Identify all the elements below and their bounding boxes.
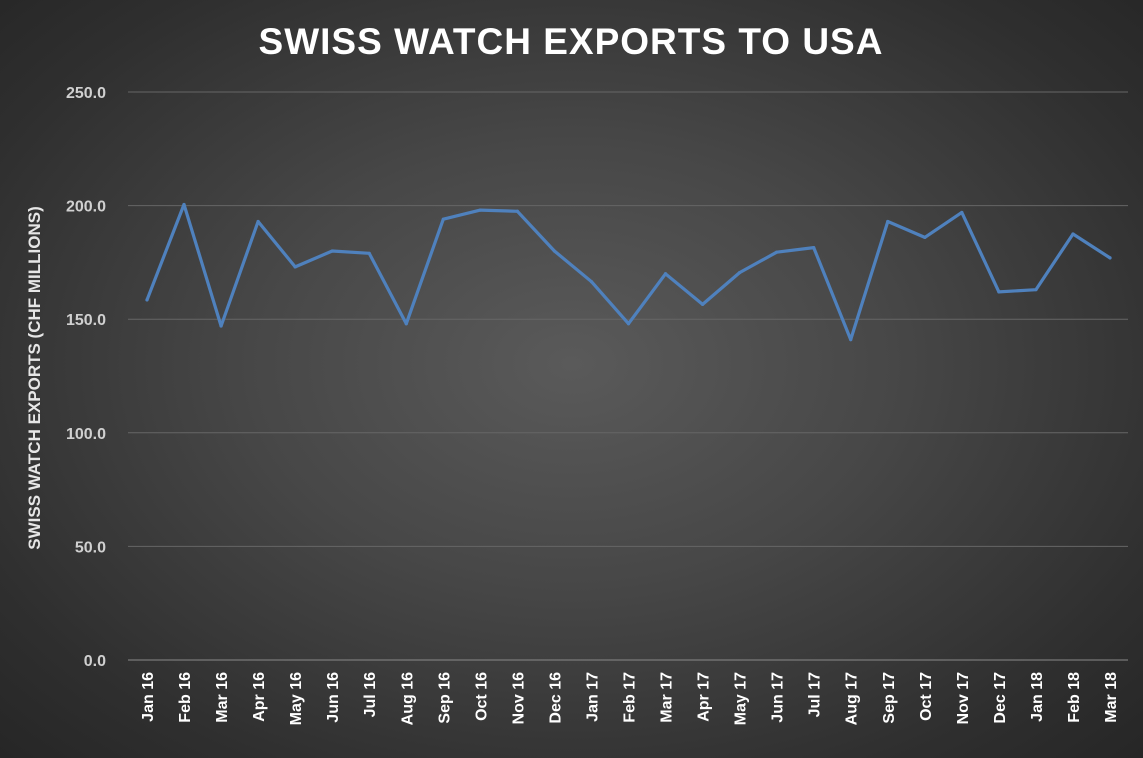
y-tick-label: 250.0	[66, 85, 106, 102]
x-tick-label: May 17	[733, 672, 750, 725]
data-point	[404, 322, 408, 326]
data-point	[478, 208, 482, 212]
series-layer	[145, 202, 1112, 342]
x-tick-label: Mar 16	[214, 672, 231, 723]
y-axis-label: SWISS WATCH EXPORTS (CHF MILLIONS)	[25, 206, 44, 549]
data-point	[812, 246, 816, 250]
x-tick-label: Oct 17	[918, 672, 935, 721]
data-point	[589, 280, 594, 284]
data-point	[1071, 232, 1075, 236]
data-point	[960, 210, 964, 215]
data-point	[775, 250, 779, 254]
x-tick-label: Aug 16	[399, 672, 416, 725]
data-point	[886, 219, 890, 224]
x-tick-label: Mar 18	[1103, 672, 1120, 723]
data-point	[626, 322, 631, 326]
data-point	[552, 249, 557, 253]
x-tick-label: Nov 17	[955, 672, 972, 725]
x-tick-label: Feb 17	[622, 672, 639, 723]
x-tick-label: Apr 16	[251, 672, 268, 722]
x-axis-ticks: Jan 16 Feb 16 Mar 16 Apr 16 May 16 Jun 16 Jul …	[140, 672, 1120, 725]
data-point	[700, 302, 705, 307]
y-axis-ticks: 0.0 50.0 100.0 150.0 200.0 250.0	[66, 85, 106, 670]
x-tick-label: Sep 17	[881, 672, 898, 724]
data-point	[330, 249, 334, 253]
data-point	[997, 290, 1001, 294]
x-tick-label: Aug 17	[844, 672, 861, 725]
data-point	[849, 338, 853, 342]
x-tick-label: Jul 17	[807, 672, 824, 717]
x-tick-label: Mar 17	[659, 672, 676, 723]
data-point	[145, 298, 149, 302]
x-tick-label: Jan 17	[584, 672, 601, 722]
y-tick-label: 50.0	[75, 539, 106, 556]
x-tick-label: Apr 17	[696, 672, 713, 722]
chart-title: SWISS WATCH EXPORTS TO USA	[259, 21, 884, 62]
x-tick-label: Oct 16	[473, 672, 490, 721]
y-tick-label: 200.0	[66, 199, 106, 216]
x-tick-label: Dec 16	[547, 672, 564, 724]
data-point	[293, 265, 297, 269]
data-point	[738, 271, 742, 275]
gridlines	[128, 91, 1128, 661]
x-tick-label: Jun 16	[325, 672, 342, 723]
x-tick-label: Jan 16	[140, 672, 157, 722]
x-tick-label: Jan 18	[1029, 672, 1046, 722]
data-point	[441, 217, 445, 221]
data-point	[182, 202, 186, 207]
x-tick-label: Jun 17	[770, 672, 787, 723]
data-point	[1034, 288, 1038, 292]
y-tick-label: 150.0	[66, 312, 106, 329]
y-tick-label: 0.0	[84, 653, 106, 670]
x-tick-label: Nov 16	[510, 672, 527, 725]
y-tick-label: 100.0	[66, 426, 106, 443]
data-point	[663, 272, 668, 276]
x-tick-label: Sep 16	[436, 672, 453, 724]
data-point	[219, 324, 223, 328]
x-tick-label: Feb 18	[1066, 672, 1083, 723]
x-tick-label: Dec 17	[992, 672, 1009, 724]
data-point	[923, 235, 927, 240]
data-point	[1108, 256, 1112, 260]
x-tick-label: May 16	[288, 672, 305, 725]
x-tick-label: Jul 16	[362, 672, 379, 717]
data-point	[256, 219, 260, 224]
data-point	[367, 251, 371, 255]
data-point	[515, 209, 519, 213]
x-tick-label: Feb 16	[177, 672, 194, 723]
